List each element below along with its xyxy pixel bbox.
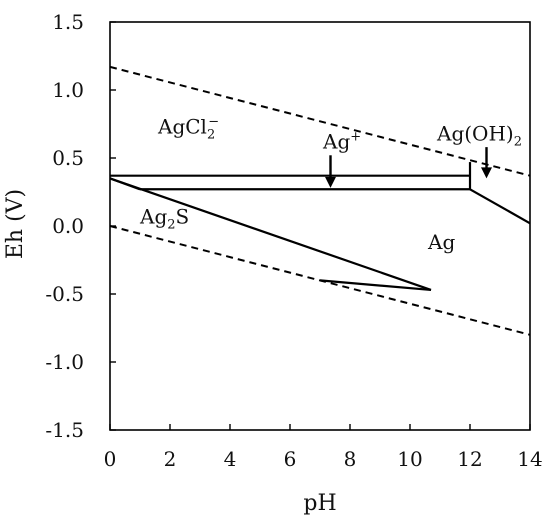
y-axis-label: Eh (V)	[3, 189, 28, 259]
region-label-ag2s: Ag2S	[139, 204, 189, 232]
x-tick-label: 12	[457, 447, 482, 471]
x-tick-label: 6	[284, 447, 297, 471]
water-stability-line	[109, 65, 531, 177]
y-tick-label: -0.5	[45, 282, 84, 306]
y-tick-label: -1.0	[45, 350, 84, 374]
y-tick-label: 0.5	[52, 146, 84, 170]
x-tick-label: 0	[104, 447, 117, 471]
y-tick-label: -1.5	[45, 418, 84, 442]
x-tick-label: 10	[397, 447, 422, 471]
x-tick-label: 2	[164, 447, 177, 471]
arrow-agplus-head	[325, 176, 336, 188]
x-tick-label: 4	[224, 447, 237, 471]
phase-boundary	[109, 177, 432, 291]
region-label-ag: Ag	[427, 230, 455, 254]
arrow-agoh2-head	[481, 167, 492, 179]
region-label-agplus: Ag+	[322, 129, 361, 153]
y-tick-label: 1.5	[52, 10, 84, 34]
lines-layer	[109, 21, 531, 431]
region-label-agcl2: AgCl2−	[157, 115, 219, 143]
region-label-agoh2: Ag(OH)2	[436, 121, 522, 149]
phase-boundary	[469, 188, 531, 225]
phase-boundary	[319, 279, 432, 292]
y-tick-label: 0.0	[52, 214, 84, 238]
x-tick-label: 14	[517, 447, 542, 471]
x-tick-label: 8	[344, 447, 357, 471]
x-axis-label: pH	[303, 491, 336, 516]
y-tick-label: 1.0	[52, 78, 84, 102]
labels-layer: 0 2 4 6 8 10 12 14 1.5 1.0 0.5 0.0 -0.5 -1.0 -1.5 AgCl2…	[45, 10, 542, 471]
